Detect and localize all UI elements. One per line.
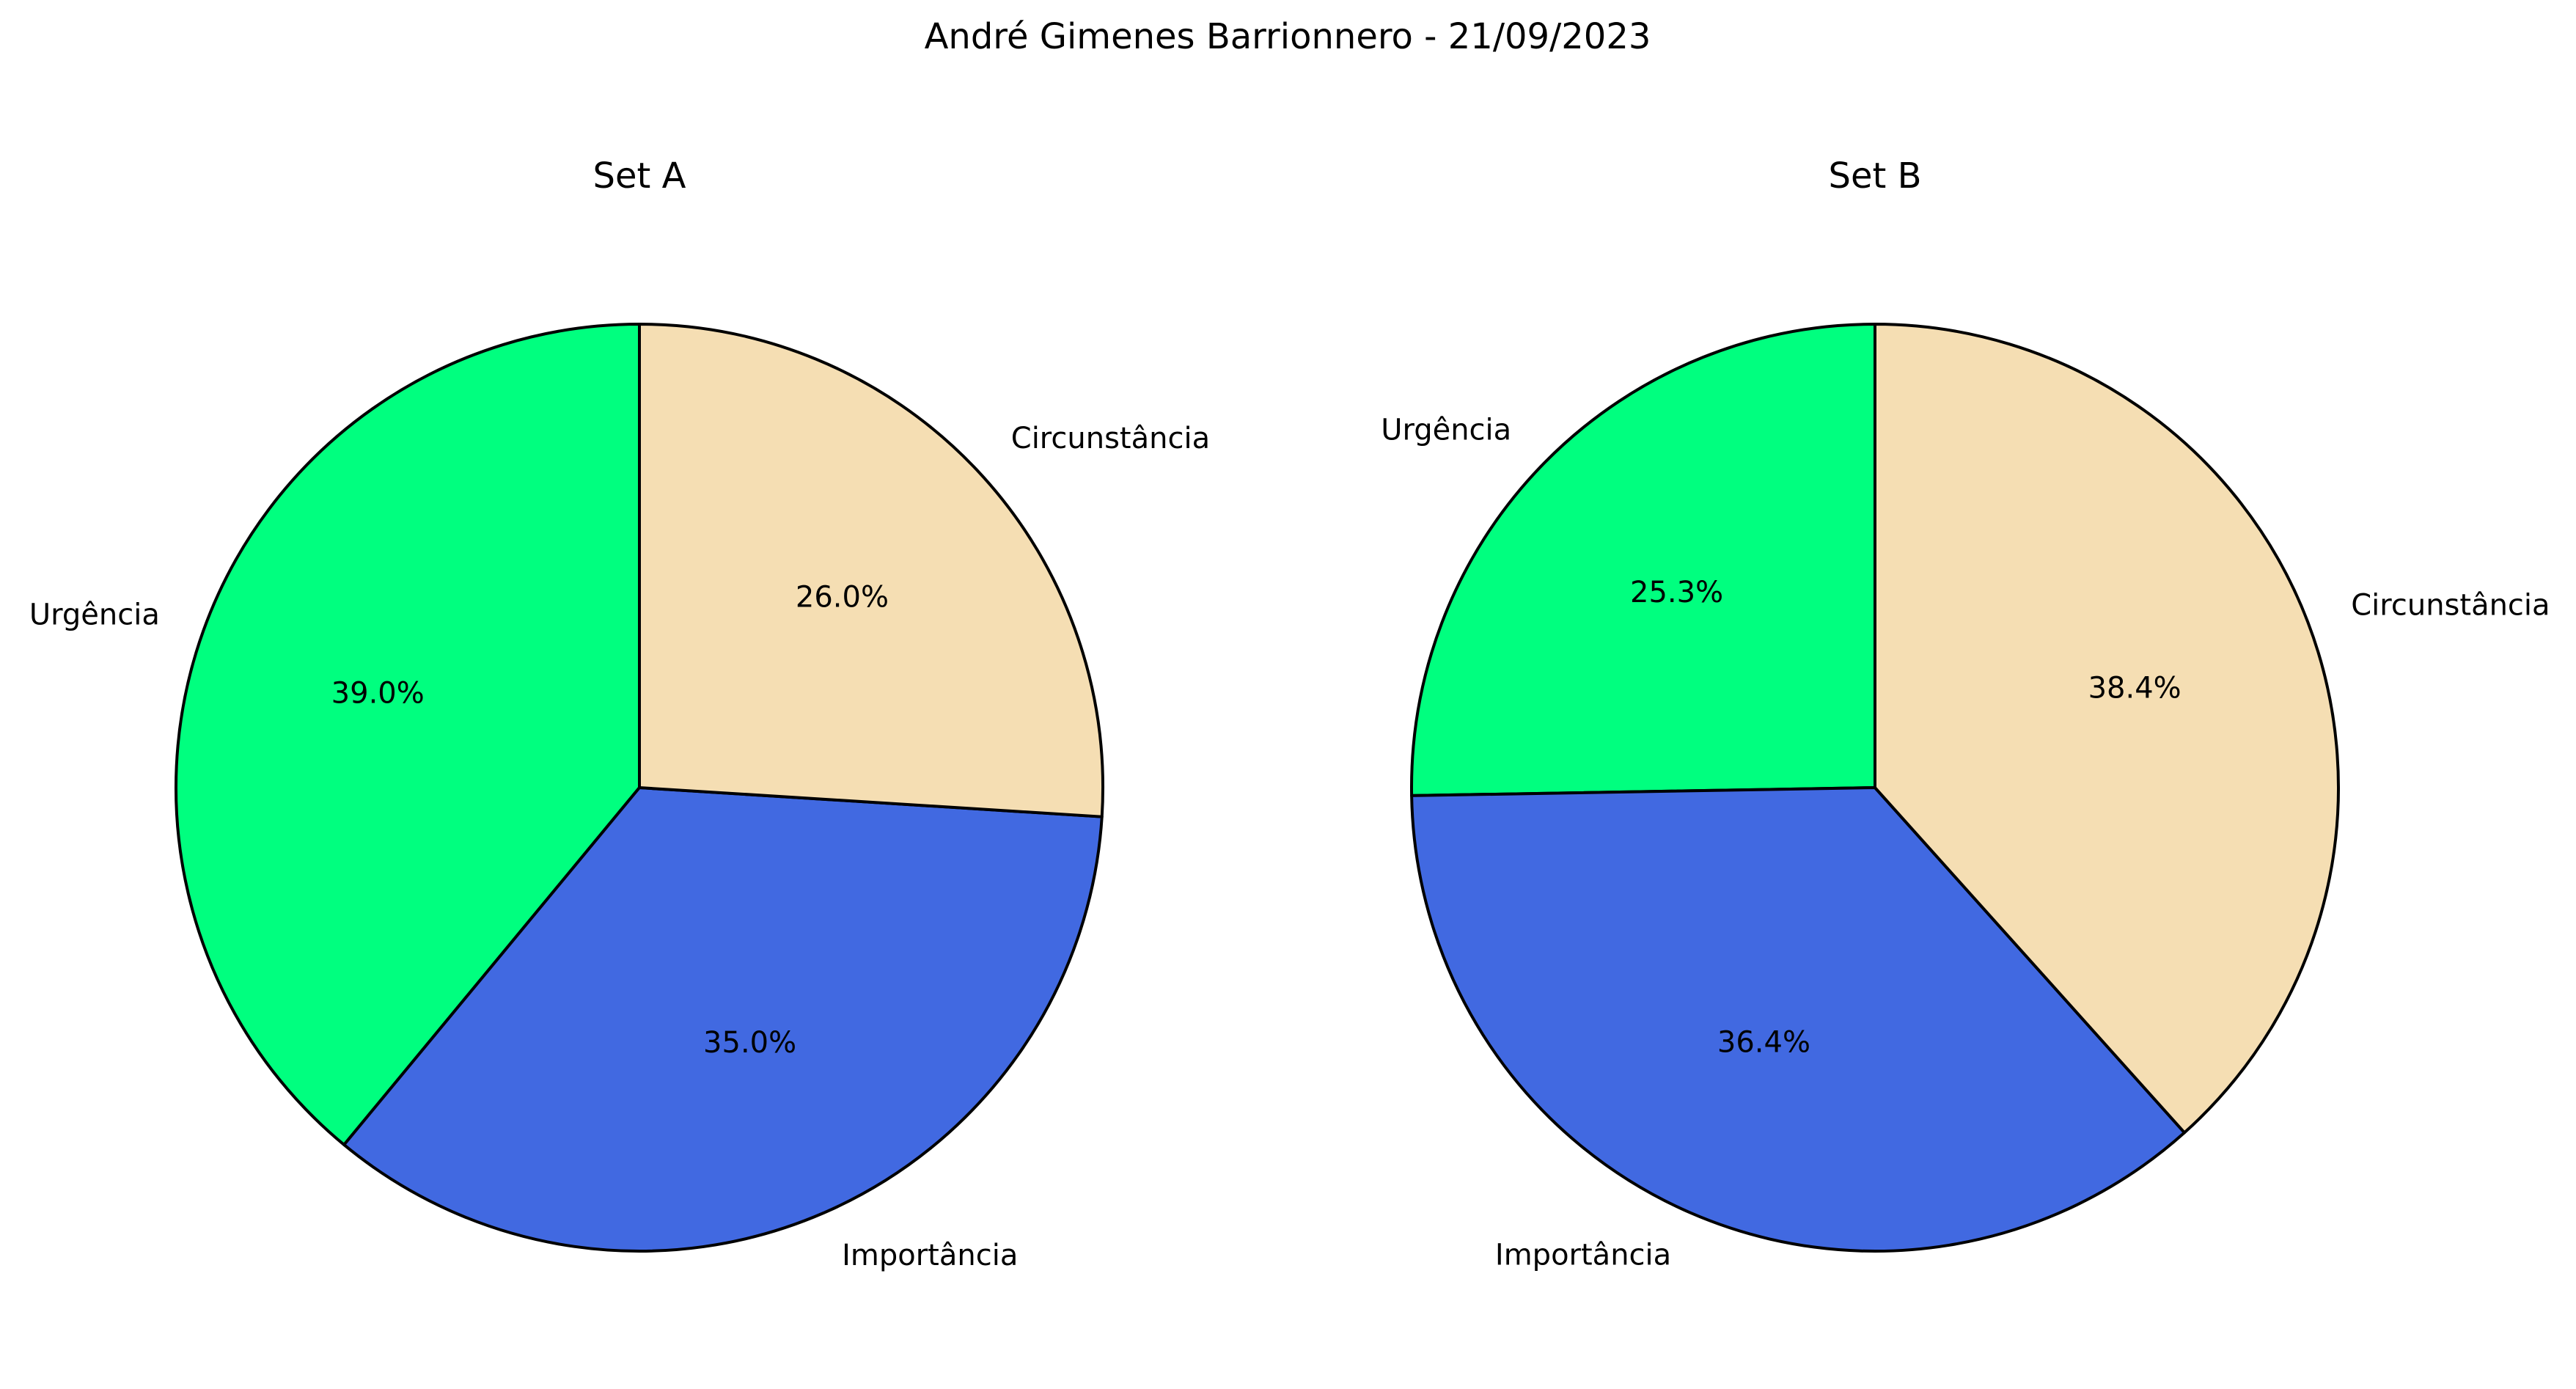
pie-slice-set-a-urgencia (175, 323, 641, 1146)
pie-pct-label-set-b-urgencia: 25.3% (1630, 576, 1723, 609)
pie-slices-set-a (175, 323, 1104, 1253)
pie-slices-set-b (1410, 323, 2340, 1253)
figure-suptitle: André Gimenes Barrionnero - 21/09/2023 (925, 16, 1651, 57)
pie-slice-set-a-circunstancia (638, 323, 1104, 818)
pie-slice-set-b-importancia (1410, 786, 2187, 1253)
pie-category-label-set-a-circunstancia: Circunstância (1011, 422, 1210, 455)
pie-chart-set-b: Set B 25.3% Urgência 36.4% Importância 38.4%… (1381, 155, 2550, 1272)
pie-slice-set-b-urgencia (1410, 323, 1876, 797)
pie-pct-label-set-a-circunstancia: 26.0% (796, 580, 889, 614)
pie-category-label-set-a-urgencia: Urgência (29, 598, 160, 632)
pie-title-set-a: Set A (593, 155, 686, 197)
pie-category-label-set-a-importancia: Importância (842, 1239, 1018, 1272)
pie-chart-set-a: Set A 39.0% Urgência 35.0% Importância 26.0%… (29, 155, 1210, 1272)
pie-category-label-set-b-circunstancia: Circunstância (2351, 588, 2550, 622)
pie-category-label-set-b-importancia: Importância (1495, 1238, 1671, 1272)
pie-pct-label-set-b-circunstancia: 38.4% (2088, 671, 2181, 705)
pie-pct-label-set-a-urgencia: 39.0% (331, 677, 425, 711)
pie-labels-set-a: 39.0% Urgência 35.0% Importância 26.0% Circun… (29, 422, 1210, 1272)
pie-category-label-set-b-urgencia: Urgência (1381, 414, 1511, 447)
pie-pct-label-set-a-importancia: 35.0% (703, 1026, 796, 1060)
pie-labels-set-b: 25.3% Urgência 36.4% Importância 38.4% Circun… (1381, 414, 2550, 1272)
pie-pct-label-set-b-importancia: 36.4% (1717, 1026, 1810, 1060)
pie-slice-set-b-circunstancia (1874, 323, 2340, 1135)
pie-slice-set-a-importancia (342, 786, 1104, 1253)
pie-title-set-b: Set B (1828, 155, 1921, 197)
